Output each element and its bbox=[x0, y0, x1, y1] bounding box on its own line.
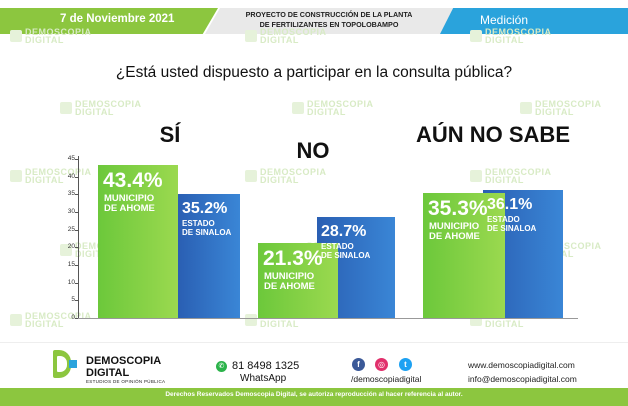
bar-estado bbox=[178, 193, 240, 318]
whatsapp-icon[interactable]: ✆ bbox=[216, 361, 227, 372]
brand-name-line2: DIGITAL bbox=[86, 367, 130, 379]
demoscopia-logo-icon bbox=[53, 350, 79, 378]
data-label-value: 43.4% bbox=[103, 168, 163, 192]
category-label: SÍ bbox=[159, 122, 181, 147]
data-label-value: 35.2% bbox=[182, 199, 228, 217]
y-tick-mark bbox=[75, 229, 78, 231]
bar-municipio bbox=[423, 193, 505, 318]
series-name-label: DE SINALOA bbox=[321, 250, 371, 260]
series-name-label: DE SINALOA bbox=[487, 224, 537, 234]
header-section: Medición bbox=[480, 13, 529, 27]
y-tick-mark bbox=[75, 159, 78, 160]
y-tick-mark bbox=[75, 318, 78, 319]
email-link[interactable]: info@demoscopiadigital.com bbox=[468, 374, 577, 384]
header-project-band bbox=[205, 8, 455, 34]
y-tick-label: 25 bbox=[67, 225, 75, 233]
header-section-band bbox=[440, 8, 628, 34]
series-name-label: ESTADO bbox=[182, 218, 215, 228]
rights-notice: Derechos Reservados Demoscopia Digital, … bbox=[165, 391, 463, 398]
header-project-line2: DE FERTILIZANTES EN TOPOLOBAMPO bbox=[259, 20, 399, 29]
series-name-label: DE AHOME bbox=[104, 202, 155, 214]
series-name-label: ESTADO bbox=[487, 215, 520, 225]
y-tick-label: 30 bbox=[67, 208, 75, 215]
y-tick-mark bbox=[75, 194, 78, 196]
y-tick-mark bbox=[75, 247, 78, 249]
header-band: 7 de Noviembre 2021 PROYECTO DE CONSTRUC… bbox=[0, 8, 628, 34]
series-name-label: DE AHOME bbox=[429, 231, 480, 243]
survey-question: ¿Está usted dispuesto a participar en la… bbox=[115, 64, 513, 81]
y-tick-mark bbox=[75, 300, 78, 302]
y-tick-mark bbox=[75, 212, 78, 213]
category-label: NO bbox=[296, 138, 330, 163]
twitter-icon[interactable]: t bbox=[399, 358, 412, 371]
series-name-label: DE SINALOA bbox=[182, 227, 232, 237]
y-tick-label: 20 bbox=[67, 243, 75, 251]
category-label: AÚN NO SABE bbox=[415, 122, 570, 147]
phone-number: 81 8498 1325 bbox=[232, 360, 300, 372]
footer-divider bbox=[0, 342, 628, 343]
y-tick-label: 10 bbox=[67, 278, 75, 286]
instagram-icon[interactable]: ◎ bbox=[375, 358, 388, 371]
series-name-label: MUNICIPIO bbox=[264, 270, 315, 282]
y-tick-label: 0 bbox=[71, 314, 75, 321]
data-label-value: 35.3% bbox=[428, 197, 488, 221]
whatsapp-label: WhatsApp bbox=[240, 373, 287, 384]
facebook-icon[interactable]: f bbox=[352, 358, 365, 371]
y-tick-label: 45 bbox=[67, 155, 75, 162]
social-handle: /demoscopiadigital bbox=[351, 374, 422, 384]
footer-band bbox=[0, 388, 628, 406]
website-link[interactable]: www.demoscopiadigital.com bbox=[468, 360, 575, 370]
data-label-value: 21.3% bbox=[263, 246, 323, 270]
y-tick-mark bbox=[75, 176, 78, 178]
series-name-label: DE AHOME bbox=[264, 280, 315, 292]
data-label-value: 28.7% bbox=[321, 222, 367, 240]
y-tick-label: 15 bbox=[67, 261, 75, 268]
x-axis-baseline bbox=[78, 318, 578, 319]
y-tick-mark bbox=[75, 265, 78, 266]
y-tick-label: 40 bbox=[67, 172, 75, 180]
brand-tagline: ESTUDIOS DE OPINIÓN PÚBLICA bbox=[86, 379, 166, 384]
data-label-value: 36.1% bbox=[487, 196, 533, 214]
y-tick-label: 35 bbox=[67, 190, 75, 198]
header-project-line1: PROYECTO DE CONSTRUCCIÓN DE LA PLANTA bbox=[245, 10, 413, 19]
series-name-label: MUNICIPIO bbox=[429, 221, 480, 233]
series-name-label: ESTADO bbox=[321, 241, 354, 251]
header-date-band bbox=[0, 8, 218, 34]
brand-name-line1: DEMOSCOPIA bbox=[86, 355, 162, 367]
y-tick-label: 5 bbox=[71, 296, 75, 304]
y-tick-mark bbox=[75, 282, 78, 284]
y-axis-line bbox=[78, 156, 79, 319]
bar-municipio bbox=[98, 164, 178, 318]
header-date: 7 de Noviembre 2021 bbox=[60, 13, 175, 25]
series-name-label: MUNICIPIO bbox=[104, 192, 155, 204]
header-project-title: PROYECTO DE CONSTRUCCIÓN DE LA PLANTA DE… bbox=[218, 10, 440, 30]
bar-municipio bbox=[258, 242, 338, 318]
